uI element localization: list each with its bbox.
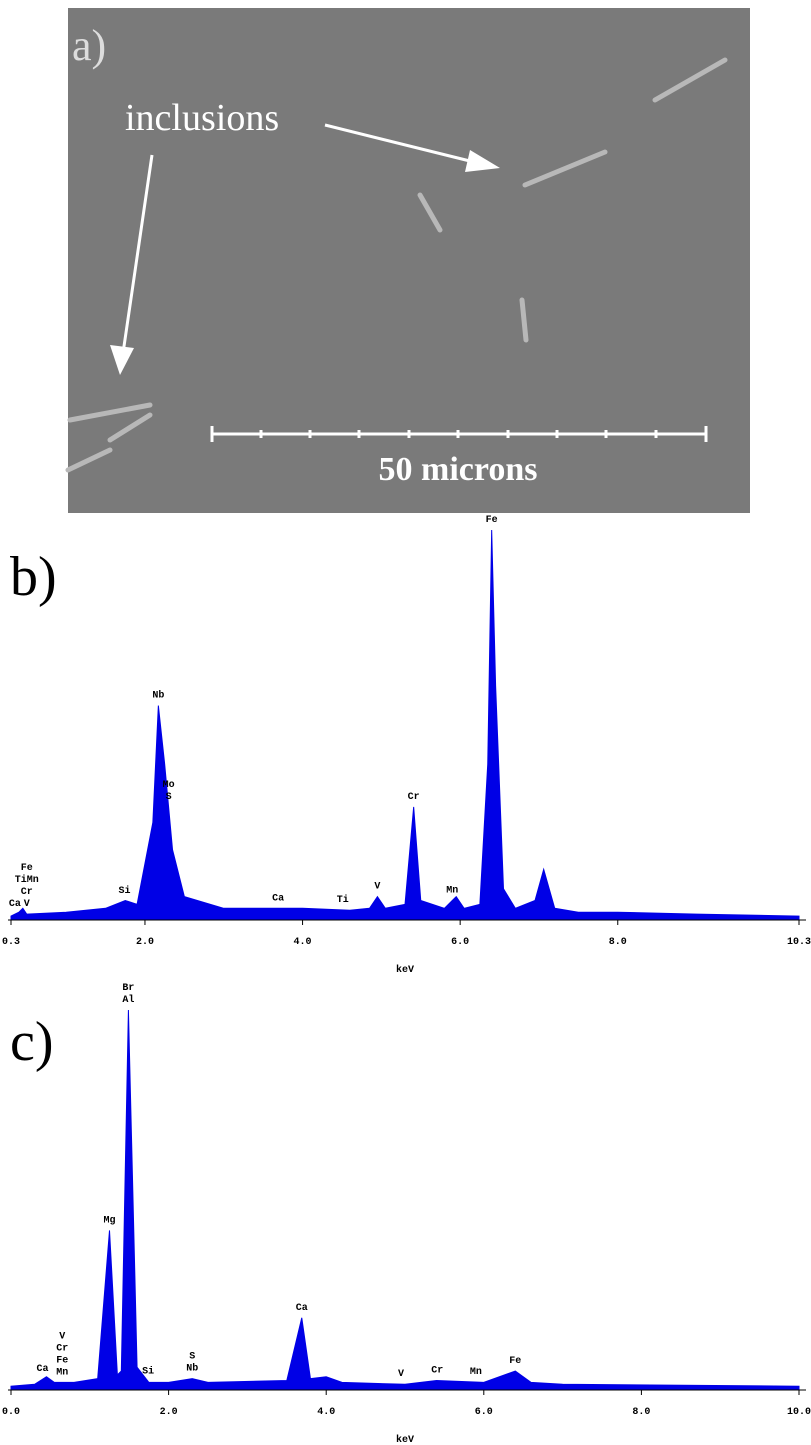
peak-label: S <box>189 1352 195 1363</box>
x-tick-label: 2.0 <box>136 937 154 948</box>
peak-label: Ca <box>9 899 21 910</box>
peak-label: V <box>59 1331 65 1342</box>
peak-label: V <box>398 1369 404 1380</box>
x-tick-label: 2.0 <box>160 1407 178 1418</box>
spectrum <box>10 1009 800 1391</box>
panel-label: c) <box>10 1011 54 1073</box>
peak-label: S <box>166 792 172 803</box>
x-tick-label: 6.0 <box>475 1407 493 1418</box>
x-tick-label: 0.3 <box>2 937 20 948</box>
peak-label: Fe <box>56 1355 68 1366</box>
peak-label: Fe <box>486 515 498 526</box>
peak-label: Fe <box>509 1356 521 1367</box>
x-tick-label: 8.0 <box>609 937 627 948</box>
sem-image: a) inclusions 50 microns <box>65 8 750 513</box>
sem-features <box>65 57 728 473</box>
peak-label: Cr <box>21 887 33 898</box>
peak-label: Ca <box>272 893 284 904</box>
x-tick-label: 0.0 <box>2 1407 20 1418</box>
peak-label: Cr <box>431 1366 443 1377</box>
scale-bar <box>210 426 708 442</box>
annotation: inclusions <box>125 97 279 139</box>
sem-background <box>68 8 750 513</box>
x-axis-label: keV <box>396 964 414 976</box>
peak-label: Mn <box>446 886 458 897</box>
panel-label: a) <box>72 21 106 70</box>
peak-label: Cr <box>408 792 420 803</box>
peak-label: Fe <box>21 863 33 874</box>
peak-label: Mn <box>470 1367 482 1378</box>
x-tick-label: 10.0 <box>787 1407 811 1418</box>
x-tick-label: 8.0 <box>632 1407 650 1418</box>
peak-label: Mg <box>103 1215 115 1226</box>
peak-label: Mn <box>56 1367 68 1378</box>
x-tick-label: 4.0 <box>294 937 312 948</box>
peak-label: Ca <box>296 1303 308 1314</box>
peak-label: TiMn <box>15 874 39 886</box>
spectrum <box>10 529 800 921</box>
peak-label: Nb <box>186 1363 198 1375</box>
x-axis-label: keV <box>396 1434 414 1445</box>
peak-label: Nb <box>152 690 164 702</box>
arrow-shafts <box>120 123 491 361</box>
peak-label: Cr <box>56 1343 68 1354</box>
peak-label: Mo <box>163 780 175 791</box>
peak-label: V <box>374 882 380 893</box>
x-tick-label: 6.0 <box>451 937 469 948</box>
x-tick-label: 4.0 <box>317 1407 335 1418</box>
peak-label: Si <box>142 1365 154 1377</box>
peak-label: Ti <box>337 894 349 906</box>
peak-label: Al <box>122 994 134 1006</box>
panel-label: b) <box>10 546 57 608</box>
peak-label: V <box>24 899 30 910</box>
peak-label: Ca <box>37 1364 49 1375</box>
peak-label: Br <box>122 983 134 994</box>
x-tick-label: 10.3 <box>787 937 811 948</box>
scale-bar-label: 50 microns <box>379 451 538 488</box>
peak-label: Si <box>118 885 130 897</box>
